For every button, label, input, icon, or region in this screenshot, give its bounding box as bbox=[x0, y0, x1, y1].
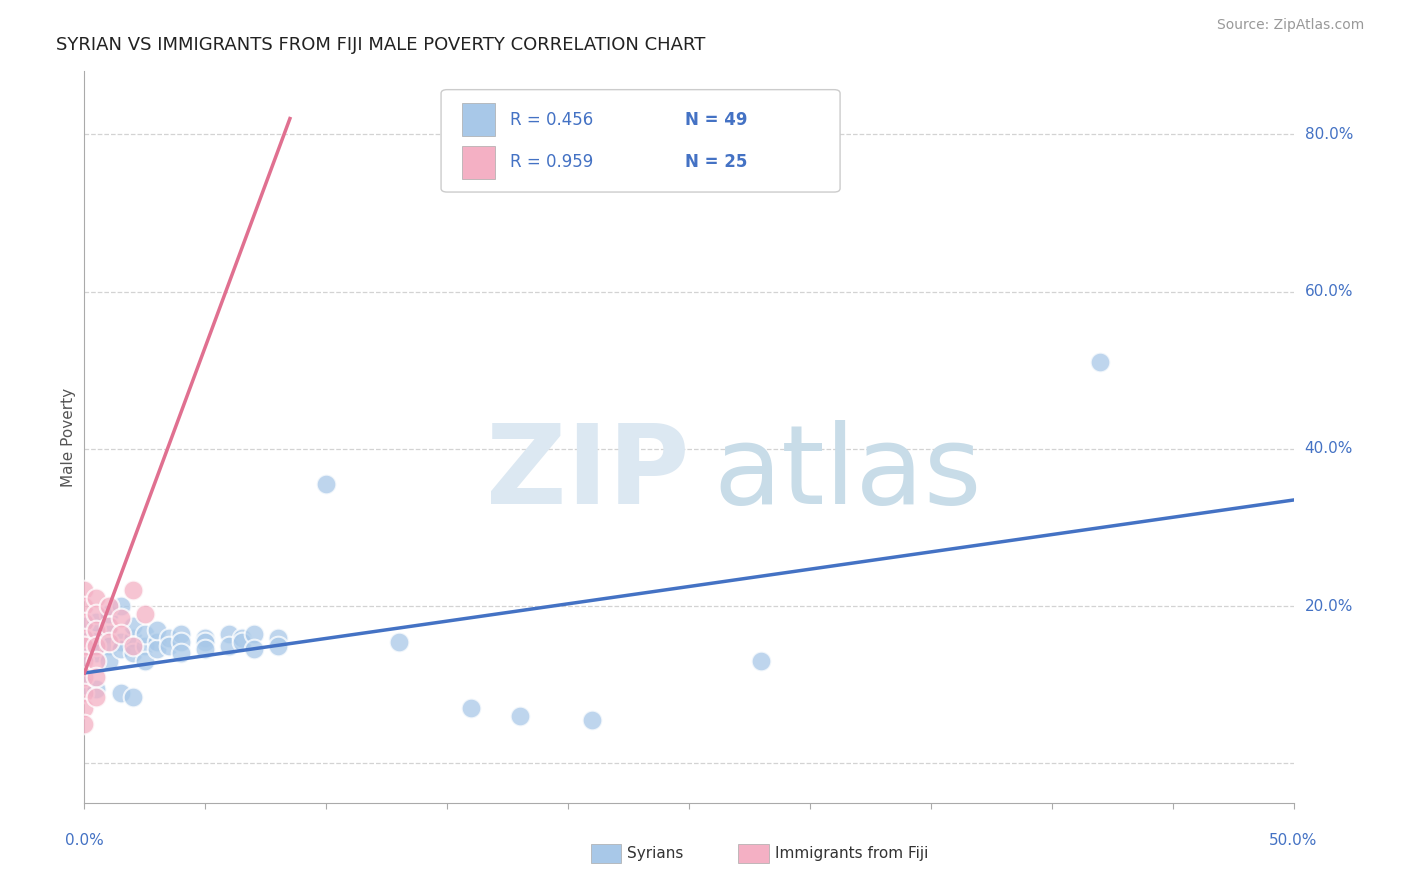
Point bbox=[73, 717, 96, 731]
Point bbox=[242, 642, 264, 657]
Point bbox=[73, 615, 96, 629]
Text: SYRIAN VS IMMIGRANTS FROM FIJI MALE POVERTY CORRELATION CHART: SYRIAN VS IMMIGRANTS FROM FIJI MALE POVE… bbox=[56, 36, 706, 54]
Point bbox=[73, 701, 96, 715]
Point bbox=[134, 626, 156, 640]
Point bbox=[218, 639, 240, 653]
Point bbox=[86, 591, 108, 606]
Point bbox=[73, 670, 96, 684]
Point bbox=[121, 619, 143, 633]
Point bbox=[146, 642, 169, 657]
Point bbox=[194, 642, 217, 657]
Point bbox=[86, 654, 108, 668]
Point bbox=[97, 654, 120, 668]
Point bbox=[194, 634, 217, 648]
Point bbox=[157, 631, 180, 645]
Point bbox=[110, 626, 132, 640]
Point bbox=[86, 615, 108, 629]
Point bbox=[97, 607, 120, 621]
Point bbox=[218, 626, 240, 640]
Point bbox=[86, 690, 108, 704]
Y-axis label: Male Poverty: Male Poverty bbox=[60, 387, 76, 487]
Text: 50.0%: 50.0% bbox=[1270, 833, 1317, 848]
Text: Source: ZipAtlas.com: Source: ZipAtlas.com bbox=[1216, 18, 1364, 32]
Point bbox=[170, 634, 193, 648]
Text: Syrians: Syrians bbox=[627, 847, 683, 861]
Point bbox=[1088, 355, 1111, 369]
Point bbox=[73, 650, 96, 665]
Point bbox=[73, 631, 96, 645]
Point bbox=[73, 678, 96, 692]
Point bbox=[134, 607, 156, 621]
Point bbox=[86, 670, 108, 684]
Point bbox=[170, 626, 193, 640]
Point bbox=[97, 619, 120, 633]
Point bbox=[73, 686, 96, 700]
Text: 60.0%: 60.0% bbox=[1305, 284, 1353, 299]
FancyBboxPatch shape bbox=[461, 146, 495, 179]
Point bbox=[110, 599, 132, 614]
Point bbox=[121, 583, 143, 598]
Point bbox=[509, 709, 531, 723]
Text: 0.0%: 0.0% bbox=[65, 833, 104, 848]
Point bbox=[121, 690, 143, 704]
Point bbox=[73, 639, 96, 653]
Point bbox=[73, 654, 96, 668]
Point bbox=[242, 626, 264, 640]
Point bbox=[86, 623, 108, 637]
Point bbox=[110, 611, 132, 625]
Point bbox=[121, 646, 143, 660]
Point bbox=[170, 646, 193, 660]
Text: R = 0.959: R = 0.959 bbox=[510, 153, 593, 171]
Text: 40.0%: 40.0% bbox=[1305, 442, 1353, 457]
Point bbox=[194, 631, 217, 645]
Text: atlas: atlas bbox=[713, 420, 981, 527]
Point bbox=[73, 583, 96, 598]
Text: R = 0.456: R = 0.456 bbox=[510, 111, 593, 128]
Point bbox=[267, 639, 290, 653]
Point bbox=[73, 634, 96, 648]
Point bbox=[315, 477, 337, 491]
Point bbox=[73, 619, 96, 633]
Text: 20.0%: 20.0% bbox=[1305, 599, 1353, 614]
Point bbox=[134, 654, 156, 668]
Point bbox=[121, 631, 143, 645]
Point bbox=[157, 639, 180, 653]
Text: Immigrants from Fiji: Immigrants from Fiji bbox=[775, 847, 928, 861]
Text: ZIP: ZIP bbox=[485, 420, 689, 527]
Point bbox=[134, 639, 156, 653]
Text: N = 49: N = 49 bbox=[685, 111, 748, 128]
Point bbox=[97, 599, 120, 614]
Text: N = 25: N = 25 bbox=[685, 153, 748, 171]
Text: 80.0%: 80.0% bbox=[1305, 127, 1353, 142]
Point bbox=[231, 631, 253, 645]
Point bbox=[97, 626, 120, 640]
Point bbox=[267, 631, 290, 645]
Point bbox=[86, 681, 108, 696]
Point bbox=[110, 634, 132, 648]
Point bbox=[388, 634, 411, 648]
Point bbox=[146, 634, 169, 648]
Point bbox=[73, 599, 96, 614]
FancyBboxPatch shape bbox=[441, 90, 841, 192]
Point bbox=[146, 623, 169, 637]
Point bbox=[581, 713, 603, 727]
Point bbox=[751, 654, 773, 668]
Point bbox=[86, 607, 108, 621]
Point bbox=[110, 686, 132, 700]
Point bbox=[110, 642, 132, 657]
Point bbox=[86, 639, 108, 653]
Point bbox=[460, 701, 482, 715]
Point bbox=[121, 639, 143, 653]
Point bbox=[97, 634, 120, 648]
Point bbox=[86, 646, 108, 660]
Point bbox=[86, 631, 108, 645]
Point bbox=[231, 634, 253, 648]
FancyBboxPatch shape bbox=[461, 103, 495, 136]
Point bbox=[97, 639, 120, 653]
